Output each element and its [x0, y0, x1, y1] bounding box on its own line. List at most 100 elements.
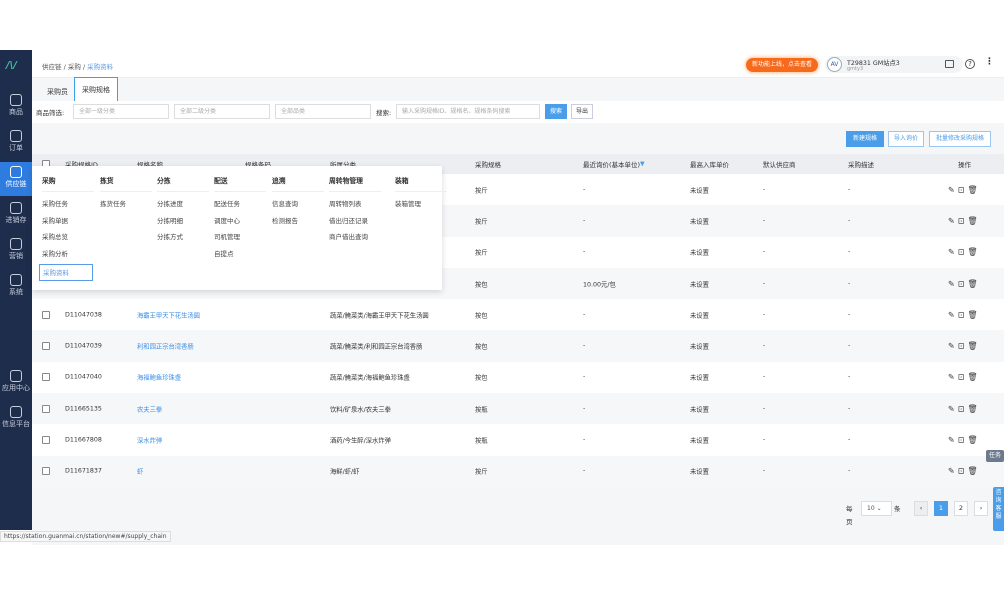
- row-checkbox[interactable]: [42, 404, 50, 413]
- sidebar-item-0[interactable]: 商品: [0, 90, 32, 124]
- row-actions: ✎⊡🗑: [948, 373, 981, 382]
- detail-icon[interactable]: ⊡: [957, 404, 968, 414]
- menu-item[interactable]: 检测报告: [272, 216, 298, 225]
- search-button[interactable]: 搜索: [545, 104, 567, 119]
- edit-icon[interactable]: ✎: [948, 247, 958, 257]
- detail-icon[interactable]: ⊡: [957, 216, 968, 226]
- category1-select[interactable]: 全部一级分类: [73, 104, 169, 119]
- tab-buyer[interactable]: 采购员: [47, 88, 68, 96]
- help-icon[interactable]: ?: [965, 59, 975, 69]
- menu-item[interactable]: 商户借出查询: [329, 233, 368, 241]
- task-float-button[interactable]: 任务: [986, 450, 1004, 462]
- export-button[interactable]: 导出: [571, 104, 593, 119]
- next-page-button[interactable]: ›: [974, 501, 988, 516]
- delete-icon[interactable]: 🗑: [967, 185, 981, 195]
- sort-desc-icon[interactable]: ▼: [640, 160, 645, 168]
- new-spec-button[interactable]: 新建规格: [846, 131, 884, 147]
- menu-item[interactable]: 配送任务: [214, 200, 240, 208]
- prev-page-button[interactable]: ‹: [914, 501, 928, 516]
- detail-icon[interactable]: ⊡: [957, 279, 968, 289]
- row-checkbox[interactable]: [42, 373, 50, 382]
- menu-item[interactable]: 装箱管理: [395, 200, 421, 208]
- category2-select[interactable]: 全部二级分类: [174, 104, 270, 119]
- cell-name[interactable]: 农夫三拳: [137, 406, 163, 414]
- menu-item[interactable]: 借出归还记录: [329, 216, 368, 225]
- menu-item[interactable]: 采购单据: [42, 216, 68, 225]
- cell-name[interactable]: 海霸王甲天下花生汤圆: [137, 312, 200, 320]
- row-checkbox[interactable]: [42, 342, 50, 351]
- edit-icon[interactable]: ✎: [948, 372, 958, 382]
- sidebar-item-3[interactable]: 进销存: [0, 198, 32, 232]
- detail-icon[interactable]: ⊡: [957, 372, 968, 382]
- menu-item[interactable]: 拣货任务: [100, 200, 126, 208]
- menu-item[interactable]: 周转物列表: [329, 200, 362, 208]
- sidebar-item-2[interactable]: 供应链: [0, 162, 32, 196]
- edit-icon[interactable]: ✎: [948, 216, 958, 226]
- menu-item[interactable]: 司机管理: [214, 233, 240, 241]
- column-header[interactable]: 最近询价(基本单位): [583, 161, 641, 169]
- delete-icon[interactable]: 🗑: [967, 247, 981, 257]
- edit-icon[interactable]: ✎: [948, 466, 958, 476]
- cell-name[interactable]: 海福鲍鱼珍珠盏: [137, 374, 182, 382]
- page-1-button[interactable]: 1: [934, 501, 948, 516]
- menu-item[interactable]: 采购资料: [39, 264, 93, 281]
- delete-icon[interactable]: 🗑: [967, 404, 981, 414]
- edit-icon[interactable]: ✎: [948, 279, 958, 289]
- edit-icon[interactable]: ✎: [948, 185, 958, 195]
- menu-item[interactable]: 采购任务: [42, 200, 68, 208]
- table-row: D11671837 虾 海鲜/虾/虾 按斤 - 未设置 - - ✎⊡🗑: [32, 455, 1004, 487]
- order-icon: [10, 130, 22, 142]
- delete-icon[interactable]: 🗑: [967, 435, 981, 445]
- tab-purchase-spec[interactable]: 采购规格: [74, 77, 118, 102]
- edit-icon[interactable]: ✎: [948, 310, 958, 320]
- delete-icon[interactable]: 🗑: [967, 279, 981, 289]
- page-2-button[interactable]: 2: [954, 501, 968, 516]
- sidebar-item-6[interactable]: 应用中心: [0, 366, 32, 400]
- edit-icon[interactable]: ✎: [948, 341, 958, 351]
- sidebar-item-4[interactable]: 营销: [0, 234, 32, 268]
- delete-icon[interactable]: 🗑: [967, 372, 981, 382]
- detail-icon[interactable]: ⊡: [957, 435, 968, 445]
- service-label: 咨询客服: [995, 489, 1002, 520]
- sidebar-item-1[interactable]: 订单: [0, 126, 32, 160]
- detail-icon[interactable]: ⊡: [957, 466, 968, 476]
- detail-icon[interactable]: ⊡: [957, 185, 968, 195]
- row-checkbox[interactable]: [42, 436, 50, 445]
- edit-icon[interactable]: ✎: [948, 404, 958, 414]
- message-icon[interactable]: [945, 60, 954, 68]
- row-checkbox[interactable]: [42, 310, 50, 319]
- menu-item[interactable]: 信息查询: [272, 200, 298, 208]
- batch-edit-button[interactable]: 批量修改采购规格: [929, 131, 991, 147]
- cell-name[interactable]: 利和园正宗台湾香肠: [137, 343, 194, 351]
- detail-icon[interactable]: ⊡: [957, 341, 968, 351]
- more-icon[interactable]: ⋮: [985, 57, 994, 67]
- detail-icon[interactable]: ⊡: [957, 310, 968, 320]
- pinlei-select[interactable]: 全部品类: [275, 104, 371, 119]
- edit-icon[interactable]: ✎: [948, 435, 958, 445]
- per-page-select[interactable]: 10 ⌄: [861, 501, 892, 516]
- breadcrumb-item[interactable]: 供应链: [42, 63, 62, 71]
- cell-name[interactable]: 虾: [137, 468, 144, 476]
- sidebar-item-7[interactable]: 信息平台: [0, 402, 32, 436]
- sidebar-item-5[interactable]: 系统: [0, 270, 32, 304]
- customer-service-button[interactable]: 咨询客服: [993, 487, 1004, 531]
- delete-icon[interactable]: 🗑: [967, 216, 981, 226]
- menu-item[interactable]: 采购分析: [42, 249, 68, 258]
- detail-icon[interactable]: ⊡: [957, 247, 968, 257]
- menu-item[interactable]: 分拣进度: [157, 200, 183, 208]
- promo-button[interactable]: 新功能上线，点击查看: [746, 58, 819, 72]
- delete-icon[interactable]: 🗑: [967, 341, 981, 351]
- search-input[interactable]: 输入采购规格ID、规格名、规格条码搜索: [396, 104, 540, 119]
- menu-item[interactable]: 调度中心: [214, 216, 240, 225]
- breadcrumb-item[interactable]: 采购: [67, 63, 81, 71]
- menu-item[interactable]: 自提点: [214, 249, 234, 258]
- menu-item[interactable]: 分拣明细: [157, 216, 183, 225]
- delete-icon[interactable]: 🗑: [967, 310, 981, 320]
- menu-item[interactable]: 采购总览: [42, 233, 68, 241]
- import-price-button[interactable]: 导入询价: [888, 131, 924, 147]
- delete-icon[interactable]: 🗑: [967, 466, 981, 476]
- station-switcher[interactable]: AV T29831 GM站点3 gmty3: [825, 56, 963, 73]
- menu-item[interactable]: 分拣方式: [157, 233, 183, 241]
- row-checkbox[interactable]: [42, 467, 50, 476]
- cell-name[interactable]: 深水炸弹: [137, 437, 163, 445]
